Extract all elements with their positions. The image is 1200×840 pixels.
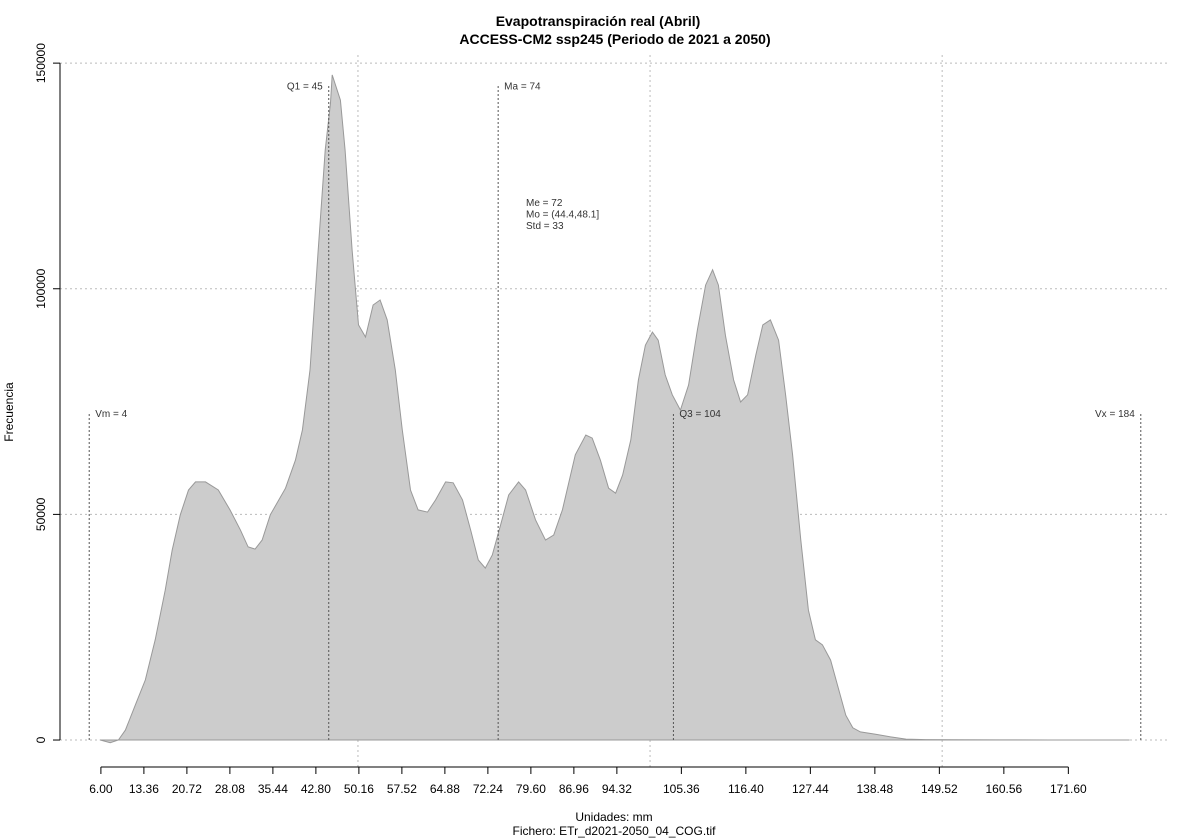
x-tick-label: 160.56	[985, 782, 1022, 796]
x-axis-label: Unidades: mm	[575, 810, 652, 824]
stats-label: Std = 33	[526, 221, 564, 232]
x-tick-label: 149.52	[921, 782, 958, 796]
caption: Fichero: ETr_d2021-2050_04_COG.tif	[513, 824, 717, 838]
x-tick-label: 72.24	[473, 782, 503, 796]
x-tick-label: 42.80	[301, 782, 331, 796]
stats-label: Mo = (44.4,48.1]	[526, 210, 599, 221]
annotation-label: Q3 = 104	[679, 409, 721, 420]
x-tick-label: 13.36	[129, 782, 159, 796]
x-tick-label: 6.00	[89, 782, 113, 796]
y-axis-label: Frecuencia	[2, 382, 16, 442]
y-tick-label: 100000	[34, 268, 48, 308]
x-tick-label: 138.48	[857, 782, 894, 796]
x-tick-label: 105.36	[663, 782, 700, 796]
annotation-label: Vm = 4	[95, 409, 127, 420]
x-tick-label: 35.44	[258, 782, 288, 796]
chart-title: Evapotranspiración real (Abril)	[496, 13, 701, 29]
annotation-label: Q1 = 45	[287, 82, 323, 93]
y-tick-label: 150000	[34, 43, 48, 83]
y-tick-label: 0	[34, 736, 48, 743]
x-tick-label: 94.32	[602, 782, 632, 796]
annotation-label: Vx = 184	[1095, 409, 1135, 420]
x-tick-label: 57.52	[387, 782, 417, 796]
x-tick-label: 50.16	[344, 782, 374, 796]
annotation-label: Ma = 74	[504, 82, 541, 93]
stats-label: Me = 72	[526, 198, 563, 209]
chart-subtitle: ACCESS-CM2 ssp245 (Periodo de 2021 a 205…	[459, 31, 770, 47]
x-tick-label: 171.60	[1050, 782, 1087, 796]
x-tick-label: 28.08	[215, 782, 245, 796]
density-area	[99, 74, 1130, 744]
x-tick-label: 86.96	[559, 782, 589, 796]
y-tick-label: 50000	[34, 497, 48, 531]
x-tick-label: 79.60	[516, 782, 546, 796]
x-tick-label: 116.40	[728, 782, 764, 796]
x-tick-label: 20.72	[172, 782, 202, 796]
x-tick-label: 127.44	[792, 782, 829, 796]
x-tick-label: 64.88	[430, 782, 460, 796]
